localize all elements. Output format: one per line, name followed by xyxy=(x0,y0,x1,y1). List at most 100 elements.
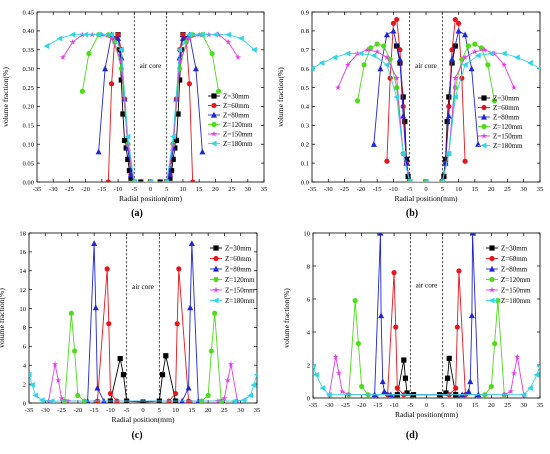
y-tick-label: 0.9 xyxy=(301,9,310,16)
data-point xyxy=(209,50,215,57)
data-point xyxy=(212,31,218,38)
legend-marker xyxy=(481,113,487,120)
y-axis-label: volume fraction(%) xyxy=(282,288,291,348)
legend-label: Z=80mm xyxy=(493,114,520,122)
y-tick-label: 2 xyxy=(307,362,310,369)
x-tick-label: 35 xyxy=(261,186,268,193)
data-point xyxy=(397,47,403,53)
data-point xyxy=(167,175,173,181)
legend: Z=30mm Z=60mm Z=80mm Z=120mm Z=150mm Z=180mm xyxy=(486,245,531,305)
data-point xyxy=(319,385,326,392)
data-point xyxy=(318,60,325,66)
x-tick-label: -30 xyxy=(325,402,334,409)
data-point xyxy=(381,43,387,49)
data-point xyxy=(481,46,488,53)
data-point xyxy=(492,340,498,347)
x-tick-label: -15 xyxy=(97,186,106,193)
legend-marker xyxy=(213,255,219,262)
data-point xyxy=(59,54,66,60)
legend-marker xyxy=(213,276,219,283)
x-tick-label: 10 xyxy=(456,402,463,409)
data-point xyxy=(170,141,177,147)
data-point xyxy=(250,382,257,389)
data-point xyxy=(115,35,122,42)
data-point xyxy=(176,266,182,272)
series-line xyxy=(387,270,466,396)
data-point xyxy=(186,81,193,87)
legend-marker xyxy=(489,245,495,251)
y-axis-label: volume fraction(%) xyxy=(1,67,10,127)
x-axis-label: Radial position(mm) xyxy=(119,194,183,203)
legend-label: Z=180mm xyxy=(225,297,255,305)
data-point xyxy=(118,77,124,83)
series-line xyxy=(328,356,525,396)
legend-marker xyxy=(211,102,217,109)
y-tick-label: 0.4 xyxy=(301,104,310,111)
legend-marker xyxy=(211,93,217,99)
series-line xyxy=(373,30,479,182)
data-point xyxy=(449,47,455,53)
data-point xyxy=(452,94,458,100)
data-point xyxy=(247,392,254,399)
data-point xyxy=(225,31,231,38)
legend-label: Z=120mm xyxy=(501,276,531,284)
data-point xyxy=(32,392,39,399)
data-point xyxy=(240,397,247,403)
data-point xyxy=(79,88,85,94)
data-point xyxy=(527,385,533,392)
data-point xyxy=(205,392,211,399)
y-tick-label: 18 xyxy=(19,230,26,237)
data-point xyxy=(465,388,472,394)
legend-label: Z=30mm xyxy=(501,245,528,253)
data-point xyxy=(121,137,128,144)
y-tick-label: 4 xyxy=(23,363,27,370)
data-point xyxy=(227,361,234,367)
data-point xyxy=(456,268,462,274)
x-tick-label: -35 xyxy=(308,186,317,193)
data-point xyxy=(82,31,89,38)
data-point xyxy=(29,382,35,389)
x-tick-label: -20 xyxy=(357,402,366,409)
x-tick-label: 5 xyxy=(441,402,445,409)
x-tick-label: -10 xyxy=(390,402,399,409)
data-point xyxy=(55,377,62,383)
panel-label: (a) xyxy=(131,208,143,219)
data-point xyxy=(131,179,137,182)
data-point xyxy=(216,88,222,94)
y-tick-label: 2 xyxy=(23,381,26,388)
data-point xyxy=(185,384,192,391)
chart-panel: -35 -30 -25 -20 -15 -10 -5 0 5 10 15 20 25 30 35 0 2 4 6 8 1… xyxy=(0,230,261,441)
series-group xyxy=(313,233,540,398)
data-point xyxy=(377,65,384,72)
legend-label: Z=80mm xyxy=(501,266,528,274)
series-line xyxy=(348,300,505,396)
data-point xyxy=(449,56,456,62)
y-tick-label: 0.7 xyxy=(301,47,310,54)
data-point xyxy=(251,46,257,53)
series-group xyxy=(29,240,257,403)
data-point xyxy=(238,35,244,42)
legend-label: Z=60mm xyxy=(493,104,520,112)
data-point xyxy=(124,133,131,140)
data-point xyxy=(402,375,409,381)
x-tick-label: -15 xyxy=(373,186,382,193)
data-point xyxy=(344,50,351,57)
data-point xyxy=(214,397,221,403)
y-tick-label: 10 xyxy=(19,306,26,313)
series-line xyxy=(87,243,199,402)
data-point xyxy=(446,103,452,110)
x-tick-label: -5 xyxy=(124,407,130,414)
y-tick-label: 0 xyxy=(307,395,311,402)
data-point xyxy=(374,48,381,55)
x-tick-label: -5 xyxy=(407,186,413,193)
panel-label: (b) xyxy=(406,208,418,219)
y-tick-label: 0.1 xyxy=(301,160,309,167)
y-tick-label: 0.20 xyxy=(22,104,34,111)
y-tick-label: 0.8 xyxy=(301,28,310,35)
data-point xyxy=(108,81,115,87)
data-point xyxy=(190,179,196,182)
data-point xyxy=(95,148,102,155)
x-tick-label: 30 xyxy=(237,407,244,414)
y-tick-label: 0.2 xyxy=(301,142,309,149)
data-point xyxy=(355,98,361,104)
